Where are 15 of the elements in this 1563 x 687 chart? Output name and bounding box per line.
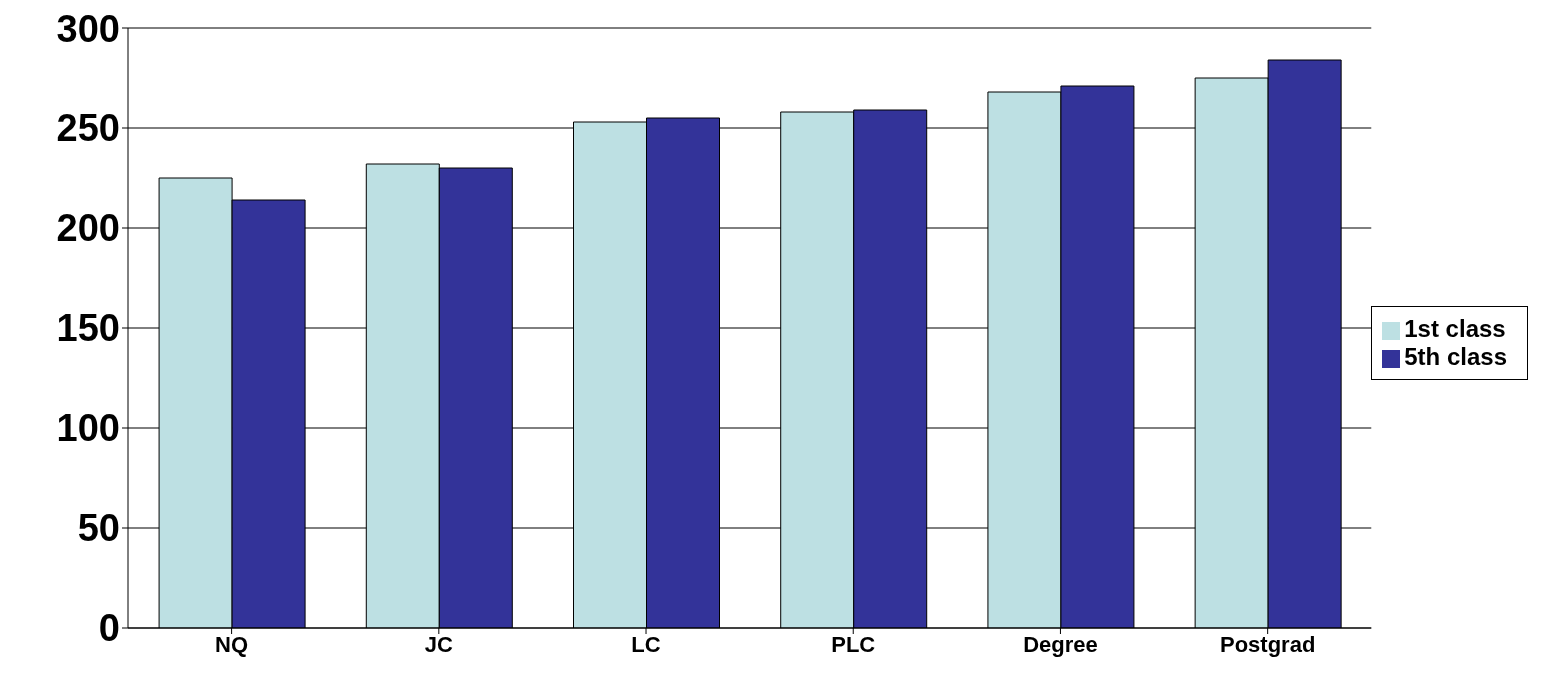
- y-tick-label: 100: [56, 407, 120, 450]
- y-tick-label: 50: [77, 507, 120, 550]
- legend-label: 1st class: [1404, 315, 1506, 342]
- y-tick-label: 0: [98, 607, 120, 650]
- x-tick-label: NQ: [215, 631, 249, 657]
- legend-label: 5th class: [1404, 343, 1507, 370]
- x-tick-label: PLC: [831, 631, 876, 657]
- y-tick-label: 300: [56, 7, 120, 50]
- x-tick-label: JC: [424, 631, 453, 657]
- x-tick-label: Postgrad: [1219, 631, 1316, 657]
- x-tick-label: Degree: [1023, 631, 1098, 657]
- y-tick-label: 200: [56, 207, 120, 250]
- y-tick-label: 150: [56, 307, 120, 350]
- x-tick-label: LC: [631, 631, 661, 657]
- y-tick-label: 250: [56, 107, 120, 150]
